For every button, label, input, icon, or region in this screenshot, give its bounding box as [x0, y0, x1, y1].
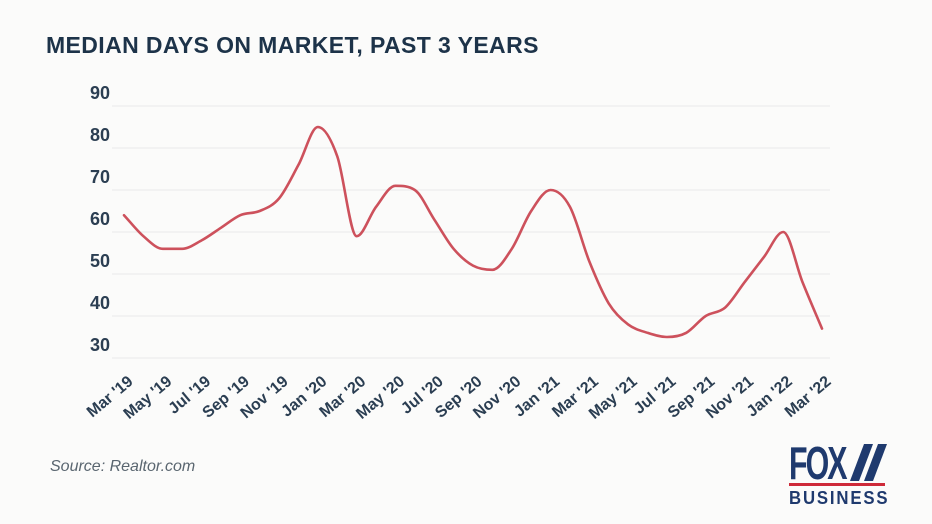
y-tick-label: 70 [90, 167, 110, 187]
gridlines [112, 105, 830, 359]
chart-title: MEDIAN DAYS ON MARKET, PAST 3 YEARS [46, 32, 539, 58]
y-tick-label: 40 [90, 293, 110, 313]
y-tick-label: 60 [90, 209, 110, 229]
fox-logo-text: FOX [789, 437, 847, 489]
y-axis-labels: 90 80 70 60 50 40 30 [90, 83, 110, 355]
fox-searchlight-icon [849, 444, 889, 486]
y-tick-label: 50 [90, 251, 110, 271]
y-tick-label: 80 [90, 125, 110, 145]
fox-business-logo: FOX BUSINESS [789, 437, 909, 509]
y-tick-label: 30 [90, 335, 110, 355]
business-logo-text: BUSINESS [789, 488, 890, 508]
median-days-line-series [122, 125, 824, 339]
source-attribution: Source: Realtor.com [50, 458, 196, 475]
logo-red-underline [789, 483, 885, 486]
y-tick-label: 90 [90, 83, 110, 103]
